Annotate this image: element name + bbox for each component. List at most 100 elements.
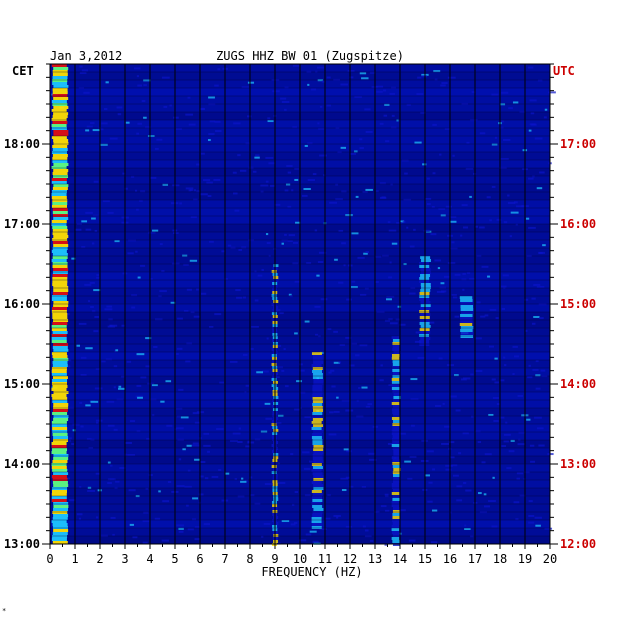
noise-speck	[491, 143, 498, 146]
x-tick-label: 20	[543, 552, 557, 566]
noise-speck	[491, 378, 496, 381]
noise-speck	[125, 441, 132, 444]
feature-cell	[52, 103, 68, 106]
noise-speck	[535, 374, 541, 377]
feature-cell	[392, 441, 400, 444]
noise-speck	[338, 229, 344, 232]
noise-speck	[491, 525, 498, 528]
feature-cell	[53, 301, 69, 304]
noise-speck	[512, 345, 518, 348]
feature-cell	[52, 277, 68, 280]
noise-speck	[101, 360, 106, 363]
noise-speck	[356, 415, 364, 418]
noise-speck	[294, 522, 298, 525]
noise-speck	[109, 478, 116, 481]
y-tick-label-cet: 16:00	[4, 297, 40, 311]
noise-speck	[317, 122, 320, 125]
feature-cell	[311, 421, 322, 424]
feature-cell	[52, 199, 68, 202]
feature-cell	[312, 391, 323, 394]
feature-cell	[392, 363, 401, 366]
feature-cell	[51, 181, 67, 184]
feature-cell	[391, 357, 400, 360]
noise-speck	[449, 456, 455, 459]
feature-cell	[392, 540, 400, 543]
noise-speck	[186, 288, 192, 291]
noise-speck	[90, 400, 99, 403]
noise-speck	[158, 490, 161, 493]
noise-speck	[335, 183, 339, 186]
noise-speck	[284, 86, 289, 89]
noise-speck	[186, 504, 189, 507]
noise-speck	[547, 91, 556, 94]
noise-speck	[529, 444, 535, 447]
noise-speck	[173, 116, 179, 119]
noise-speck	[456, 485, 463, 488]
noise-speck	[112, 533, 115, 536]
noise-speck	[379, 182, 386, 185]
feature-cell	[391, 384, 400, 387]
feature-cell	[460, 305, 474, 308]
noise-speck	[359, 138, 363, 141]
noise-speck	[544, 527, 553, 530]
feature-cell	[51, 337, 67, 340]
noise-speck	[124, 187, 128, 190]
noise-speck	[452, 296, 458, 299]
noise-speck	[294, 408, 300, 411]
noise-speck	[217, 68, 221, 71]
noise-speck	[234, 478, 238, 481]
noise-speck	[528, 364, 531, 367]
feature-cell	[52, 355, 68, 358]
feature-cell	[460, 302, 473, 305]
feature-cell	[53, 286, 69, 289]
noise-speck	[245, 445, 251, 448]
noise-speck	[142, 520, 150, 523]
feature-cell	[52, 322, 68, 325]
noise-speck	[199, 108, 206, 111]
noise-speck	[107, 461, 111, 464]
feature-cell	[313, 382, 324, 385]
noise-speck	[200, 292, 207, 295]
feature-cell	[392, 429, 400, 432]
feature-cell	[312, 388, 323, 391]
feature-cell	[312, 376, 323, 379]
noise-speck	[190, 189, 193, 192]
noise-speck	[94, 315, 99, 318]
feature-cell	[273, 516, 279, 519]
noise-speck	[209, 240, 214, 243]
noise-speck	[460, 234, 463, 237]
feature-cell	[53, 403, 69, 406]
feature-cell	[420, 304, 431, 307]
noise-speck	[131, 175, 135, 178]
noise-speck	[369, 539, 374, 542]
feature-cell	[271, 357, 277, 360]
noise-speck	[384, 103, 390, 106]
noise-speck	[224, 278, 229, 281]
noise-speck	[391, 242, 398, 245]
feature-cell	[391, 417, 400, 420]
noise-speck	[499, 379, 505, 382]
feature-cell	[311, 436, 322, 439]
feature-cell	[51, 499, 67, 502]
noise-speck	[275, 422, 282, 425]
noise-speck	[148, 474, 153, 477]
noise-speck	[238, 248, 243, 251]
feature-cell	[51, 325, 67, 328]
feature-cell	[419, 295, 430, 298]
noise-speck	[287, 171, 292, 174]
noise-speck	[183, 310, 189, 313]
noise-speck	[540, 369, 546, 372]
noise-speck	[272, 90, 280, 93]
noise-speck	[281, 520, 290, 523]
noise-speck	[109, 137, 118, 140]
noise-speck	[516, 477, 521, 480]
noise-speck	[187, 528, 194, 531]
noise-speck	[294, 167, 299, 170]
noise-speck	[254, 156, 260, 159]
feature-cell	[53, 454, 69, 457]
noise-speck	[351, 232, 359, 235]
noise-speck	[517, 394, 523, 397]
feature-cell	[53, 529, 69, 532]
noise-speck	[250, 494, 255, 497]
noise-speck	[163, 105, 168, 108]
